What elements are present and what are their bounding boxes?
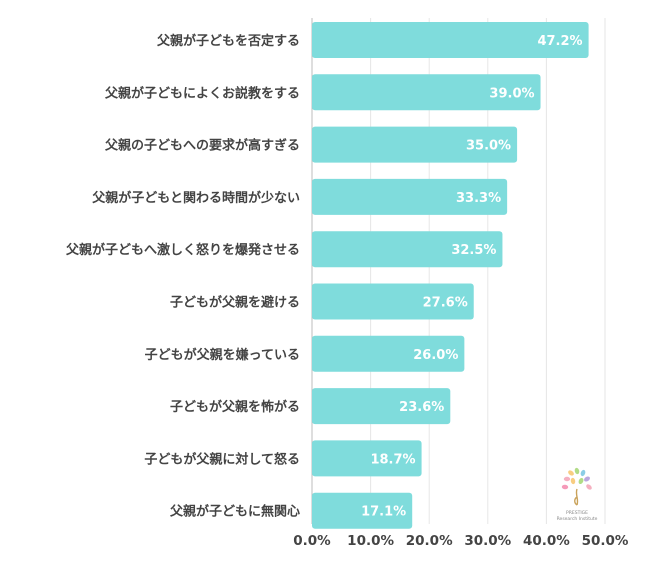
bar-2 (312, 74, 541, 111)
logo-line1: PRESTIGE (566, 510, 588, 516)
value-label-8: 23.6% (399, 400, 444, 415)
logo-line2: Research Institute (557, 516, 598, 522)
value-label-10: 17.1% (361, 505, 406, 520)
value-label-5: 32.5% (451, 243, 496, 258)
category-label-1: 父親が子どもを否定する (156, 33, 300, 49)
value-label-6: 27.6% (423, 296, 468, 311)
category-labels: 父親が子どもを否定する父親が子どもによくお説教をする父親の子どもへの要求が高すぎ… (65, 33, 300, 520)
x-tick-label-50: 50.0% (582, 533, 629, 549)
category-label-9: 子どもが父親に対して怒る (144, 451, 300, 467)
bar-1 (312, 22, 589, 58)
logo: PRESTIGE Research Institute (557, 467, 598, 522)
x-tick-label-20: 20.0% (406, 533, 453, 549)
value-label-7: 26.0% (413, 348, 458, 363)
bars (312, 22, 589, 529)
bar-5 (312, 231, 503, 268)
category-label-10: 父親が子どもに無関心 (169, 504, 300, 520)
category-label-8: 子どもが父親を怖がる (170, 399, 300, 415)
category-label-4: 父親が子どもと関わる時間が少ない (91, 190, 300, 206)
category-label-5: 父親が子どもへ激しく怒りを爆発させる (65, 242, 300, 258)
x-tick-label-10: 10.0% (347, 533, 394, 549)
bar-9 (312, 440, 422, 477)
x-axis-tick-labels: 0.0% 10.0% 20.0% 30.0% 40.0% 50.0% (293, 533, 629, 549)
bar-6 (312, 283, 474, 320)
category-label-3: 父親の子どもへの要求が高すぎる (104, 138, 300, 154)
x-tick-label-0: 0.0% (293, 533, 331, 549)
value-label-9: 18.7% (370, 452, 415, 467)
value-labels: 47.2% 39.0% 35.0% 33.3% 32.5% 27.6% 26.0% 23.6%… (361, 34, 582, 520)
x-tick-label-30: 30.0% (464, 533, 511, 549)
bar-8 (312, 388, 451, 425)
value-label-1: 47.2% (537, 34, 582, 49)
category-label-6: 子どもが父親を避ける (170, 295, 300, 311)
logo-petals-icon (561, 467, 592, 490)
bar-10 (312, 492, 413, 529)
bar-7 (312, 335, 465, 372)
category-label-7: 子どもが父親を嫌っている (145, 347, 300, 363)
bar-3 (312, 126, 518, 163)
x-tick-label-40: 40.0% (523, 533, 570, 549)
bar-4 (312, 178, 508, 215)
value-label-4: 33.3% (456, 191, 501, 206)
category-label-2: 父親が子どもによくお説教をする (104, 85, 300, 101)
value-label-3: 35.0% (466, 139, 511, 154)
value-label-2: 39.0% (489, 86, 534, 101)
